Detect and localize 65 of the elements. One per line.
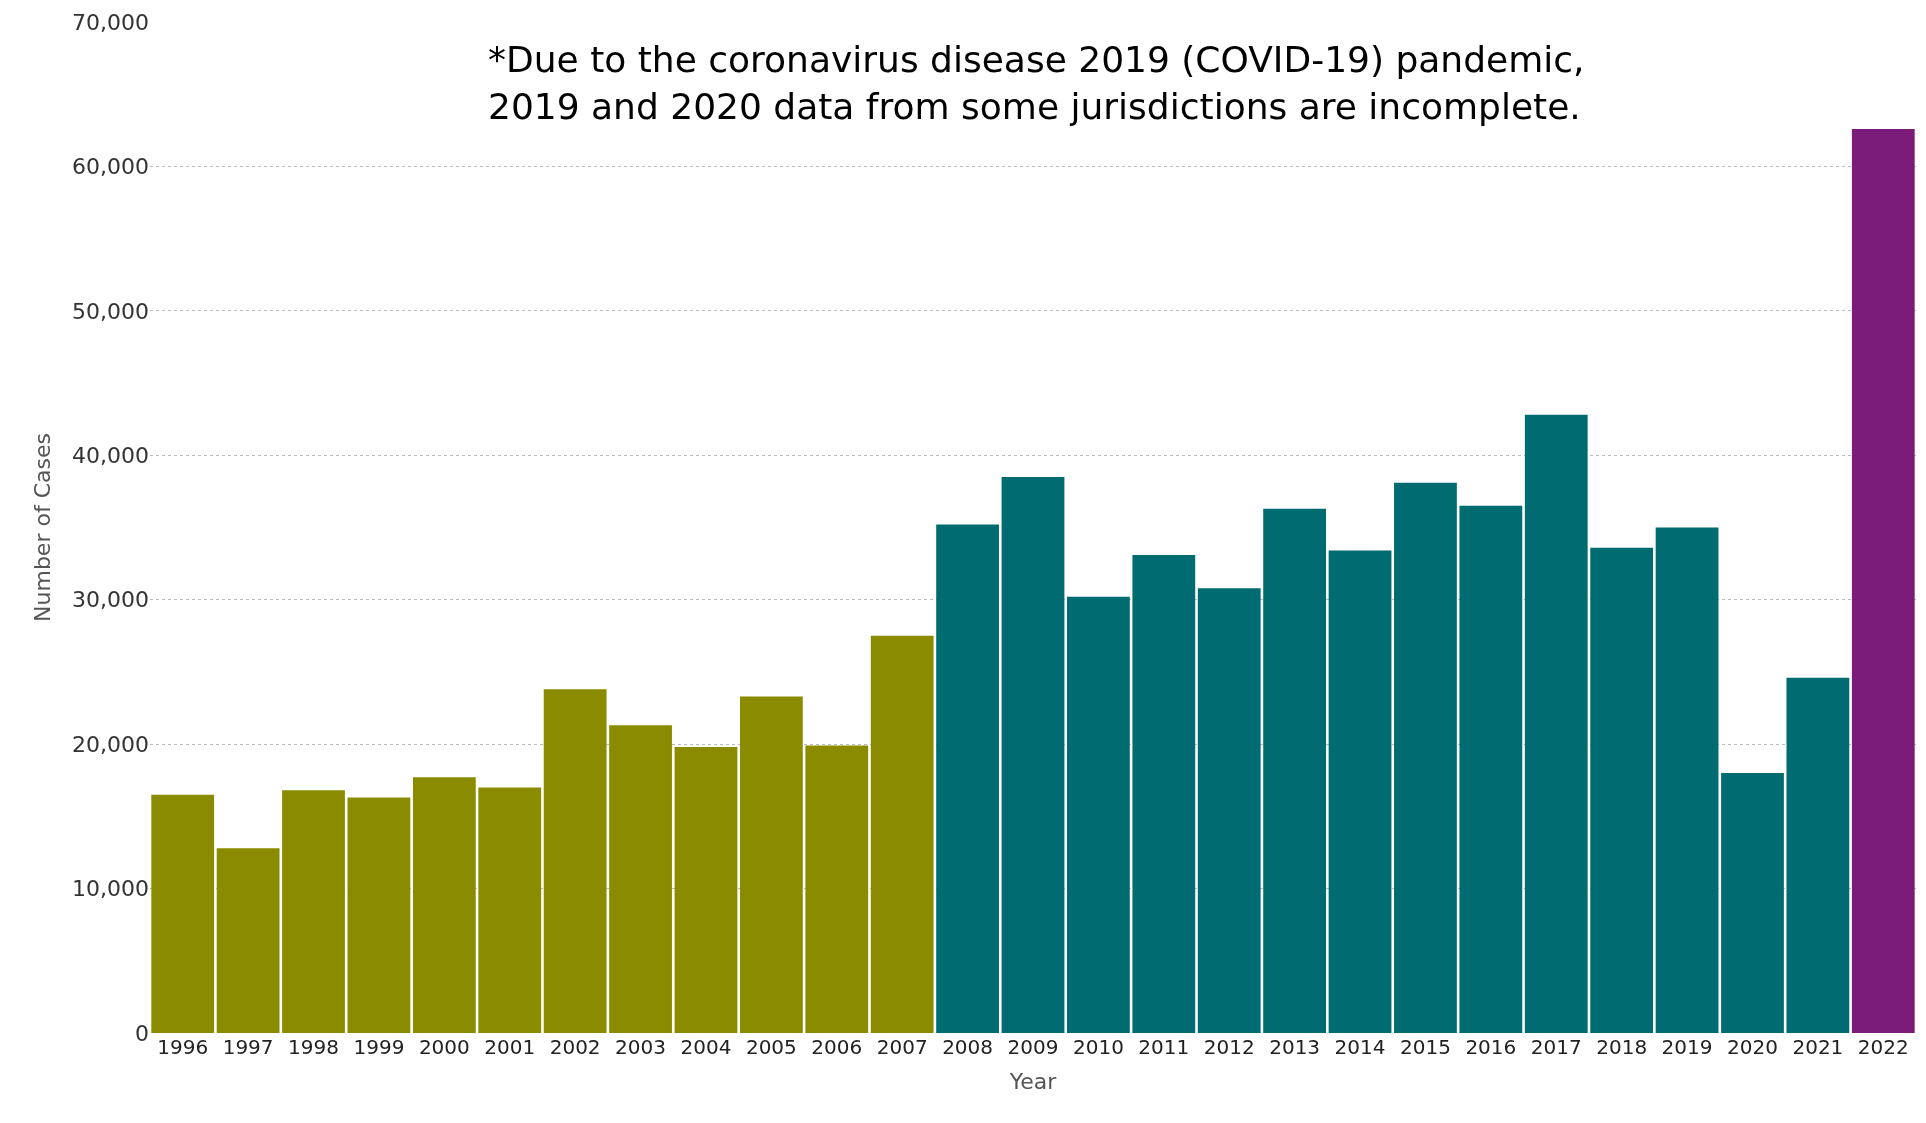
y-tick-label: 60,000 bbox=[72, 154, 149, 180]
bar bbox=[805, 745, 869, 1033]
x-tick-label: 1998 bbox=[288, 1035, 339, 1059]
bar bbox=[1721, 773, 1784, 1033]
bar bbox=[1851, 128, 1915, 1033]
x-tick-label: 2018 bbox=[1596, 1035, 1648, 1059]
bar bbox=[1459, 505, 1523, 1033]
y-tick-label: 50,000 bbox=[72, 298, 149, 324]
x-tick-label: 2013 bbox=[1269, 1035, 1321, 1059]
bar bbox=[609, 725, 672, 1033]
y-tick-label: 70,000 bbox=[72, 9, 149, 35]
x-tick-label: 2011 bbox=[1138, 1035, 1190, 1059]
annotation: *Due to the coronavirus disease 2019 (COVID-19) pandemic, 2019 and 2020 data from some jurisdictions are incomplete. bbox=[488, 39, 1585, 127]
x-tick-label: 2008 bbox=[942, 1035, 994, 1059]
bar bbox=[412, 777, 476, 1033]
x-tick-label: 2000 bbox=[418, 1035, 470, 1059]
x-tick-label: 2010 bbox=[1072, 1035, 1124, 1059]
x-tick-label: 2022 bbox=[1857, 1035, 1909, 1059]
bar bbox=[282, 790, 345, 1033]
x-tick-label: 2019 bbox=[1661, 1035, 1713, 1059]
bar bbox=[1197, 588, 1261, 1033]
x-tick-label: 2009 bbox=[1007, 1035, 1059, 1059]
x-tick-label: 2014 bbox=[1334, 1035, 1386, 1059]
x-tick-label: 2020 bbox=[1727, 1035, 1778, 1059]
bar bbox=[347, 797, 411, 1033]
y-axis-title: Number of Cases bbox=[29, 433, 55, 622]
x-tick-label: 2017 bbox=[1530, 1035, 1582, 1059]
x-tick-label: 2002 bbox=[549, 1035, 601, 1059]
bar bbox=[1067, 596, 1130, 1033]
y-tick-label: 20,000 bbox=[72, 731, 149, 757]
x-tick-label: 2004 bbox=[680, 1035, 732, 1059]
bar bbox=[936, 524, 999, 1033]
x-tick-label: 1997 bbox=[222, 1035, 274, 1059]
bar bbox=[1590, 547, 1654, 1033]
y-tick-label: 30,000 bbox=[72, 587, 149, 613]
bar bbox=[151, 794, 215, 1033]
x-axis-title: Year bbox=[1008, 1068, 1058, 1094]
y-tick-label: 10,000 bbox=[72, 876, 149, 902]
bar bbox=[870, 635, 934, 1033]
y-tick-label: 0 bbox=[135, 1020, 149, 1046]
x-tick-label: 2007 bbox=[876, 1035, 928, 1059]
x-tick-label: 2021 bbox=[1792, 1035, 1844, 1059]
bar bbox=[1786, 677, 1850, 1033]
bar bbox=[543, 689, 607, 1033]
x-tick-label: 2006 bbox=[811, 1035, 863, 1059]
x-tick-label: 1996 bbox=[157, 1035, 209, 1059]
x-tick-label: 2005 bbox=[745, 1035, 797, 1059]
bar bbox=[674, 747, 738, 1033]
y-tick-label: 40,000 bbox=[72, 442, 149, 468]
bar bbox=[1132, 554, 1196, 1033]
bar bbox=[1524, 414, 1588, 1033]
bar bbox=[1328, 550, 1392, 1033]
bar bbox=[1655, 527, 1719, 1033]
x-tick-label: 1999 bbox=[353, 1035, 405, 1059]
bar bbox=[1001, 476, 1065, 1033]
bar bbox=[478, 787, 542, 1033]
bar bbox=[739, 696, 803, 1033]
x-tick-label: 2016 bbox=[1465, 1035, 1517, 1059]
bar bbox=[1263, 508, 1327, 1033]
x-tick-label: 2001 bbox=[484, 1035, 536, 1059]
bar bbox=[216, 848, 280, 1033]
bar bbox=[1394, 482, 1457, 1033]
x-tick-label: 2012 bbox=[1203, 1035, 1255, 1059]
x-tick-label: 2015 bbox=[1399, 1035, 1451, 1059]
x-tick-label: 2003 bbox=[615, 1035, 667, 1059]
